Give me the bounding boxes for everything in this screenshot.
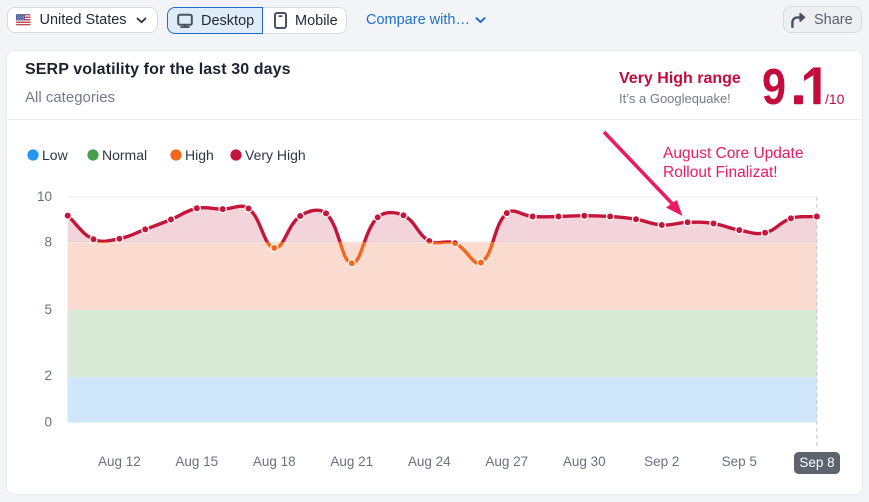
svg-text:0: 0 [44, 415, 52, 430]
svg-text:8: 8 [44, 235, 52, 250]
svg-text:August Core Update: August Core Update [663, 145, 803, 162]
svg-text:Very High: Very High [245, 147, 306, 163]
svg-text:Rollout Finalizat!: Rollout Finalizat! [663, 164, 778, 181]
svg-text:Sep 8: Sep 8 [799, 455, 834, 470]
svg-text:Aug 21: Aug 21 [330, 454, 373, 469]
svg-text:Aug 18: Aug 18 [253, 454, 296, 469]
svg-text:High: High [185, 147, 214, 163]
svg-text:Aug 27: Aug 27 [485, 454, 528, 469]
svg-text:Low: Low [42, 147, 69, 163]
svg-text:Aug 24: Aug 24 [408, 454, 451, 469]
svg-text:9: 9 [762, 58, 786, 106]
svg-text:Sep 5: Sep 5 [722, 454, 757, 469]
svg-text:Normal: Normal [102, 147, 147, 163]
svg-text:Aug 12: Aug 12 [98, 454, 141, 469]
svg-text:Sep 2: Sep 2 [644, 454, 679, 469]
svg-text:Aug 15: Aug 15 [175, 454, 218, 469]
svg-text:Aug 30: Aug 30 [563, 454, 606, 469]
svg-text:5: 5 [44, 302, 52, 317]
svg-text:2: 2 [44, 368, 52, 383]
svg-text:10: 10 [37, 189, 52, 204]
